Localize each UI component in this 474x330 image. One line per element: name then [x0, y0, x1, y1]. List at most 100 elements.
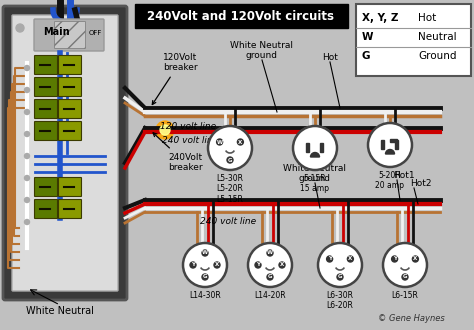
Text: L14-30R: L14-30R — [189, 291, 221, 300]
Bar — [391, 139, 398, 142]
Text: Main: Main — [43, 27, 70, 37]
Circle shape — [190, 262, 196, 268]
Circle shape — [25, 176, 29, 181]
Circle shape — [208, 126, 252, 170]
Text: G: G — [403, 275, 407, 280]
Circle shape — [279, 262, 285, 268]
Circle shape — [227, 157, 233, 163]
Text: Hot2: Hot2 — [410, 179, 431, 188]
Text: G: G — [338, 275, 342, 280]
Circle shape — [25, 87, 29, 92]
FancyBboxPatch shape — [12, 15, 118, 291]
Text: L5-30R
L5-20R
L5-15R: L5-30R L5-20R L5-15R — [217, 174, 244, 204]
FancyBboxPatch shape — [55, 21, 85, 49]
Circle shape — [217, 139, 223, 145]
Circle shape — [255, 262, 261, 268]
Text: 240Volt
breaker: 240Volt breaker — [153, 133, 202, 172]
Text: Y: Y — [392, 256, 397, 261]
Bar — [307, 143, 310, 151]
Text: Ground: Ground — [418, 51, 456, 61]
FancyBboxPatch shape — [58, 78, 82, 96]
Text: W: W — [362, 32, 374, 42]
Circle shape — [412, 256, 419, 262]
Text: © Gene Haynes: © Gene Haynes — [378, 314, 445, 323]
Circle shape — [237, 139, 243, 145]
Text: X: X — [215, 262, 219, 268]
Text: L6-30R
L6-20R: L6-30R L6-20R — [327, 291, 354, 311]
Text: W: W — [267, 250, 273, 255]
Circle shape — [25, 219, 29, 224]
Text: Hot: Hot — [322, 53, 338, 62]
Circle shape — [392, 256, 398, 262]
FancyBboxPatch shape — [58, 178, 82, 196]
Circle shape — [368, 123, 412, 167]
Circle shape — [183, 243, 227, 287]
Text: 240 volt line: 240 volt line — [200, 217, 256, 226]
Text: 5-15R
15 amp: 5-15R 15 amp — [301, 174, 329, 193]
Text: Neutral: Neutral — [418, 32, 456, 42]
FancyBboxPatch shape — [35, 178, 57, 196]
FancyBboxPatch shape — [356, 4, 471, 76]
FancyBboxPatch shape — [58, 100, 82, 118]
Text: Y: Y — [191, 262, 195, 268]
Wedge shape — [310, 152, 319, 157]
FancyBboxPatch shape — [135, 4, 348, 28]
Circle shape — [318, 243, 362, 287]
Text: White Neutral
ground: White Neutral ground — [283, 164, 346, 183]
FancyBboxPatch shape — [58, 121, 82, 141]
Circle shape — [202, 250, 208, 256]
Text: White Neutral: White Neutral — [26, 306, 94, 316]
Text: X: X — [413, 256, 418, 261]
Text: 5-20R
20 amp: 5-20R 20 amp — [375, 171, 404, 190]
Text: 240 volt line: 240 volt line — [162, 136, 218, 145]
Bar — [395, 140, 399, 148]
Circle shape — [25, 153, 29, 158]
Text: W: W — [217, 140, 223, 145]
Circle shape — [337, 274, 343, 280]
Text: X, Y, Z: X, Y, Z — [362, 13, 399, 23]
Wedge shape — [385, 149, 394, 154]
Text: X: X — [348, 256, 353, 261]
Circle shape — [267, 274, 273, 280]
Text: OFF: OFF — [89, 30, 102, 36]
Circle shape — [293, 126, 337, 170]
FancyBboxPatch shape — [35, 100, 57, 118]
Circle shape — [156, 121, 174, 139]
FancyBboxPatch shape — [35, 121, 57, 141]
Circle shape — [25, 131, 29, 137]
Text: L14-20R: L14-20R — [254, 291, 286, 300]
Circle shape — [160, 125, 170, 135]
Text: Y: Y — [256, 262, 260, 268]
Circle shape — [202, 274, 208, 280]
Circle shape — [214, 262, 220, 268]
FancyBboxPatch shape — [35, 55, 57, 75]
Circle shape — [25, 197, 29, 203]
Circle shape — [16, 24, 24, 32]
FancyBboxPatch shape — [35, 200, 57, 218]
Circle shape — [267, 250, 273, 256]
Circle shape — [25, 110, 29, 115]
FancyBboxPatch shape — [58, 200, 82, 218]
Text: Y: Y — [328, 256, 332, 261]
Text: L6-15R: L6-15R — [392, 291, 419, 300]
FancyBboxPatch shape — [35, 78, 57, 96]
Circle shape — [327, 256, 333, 262]
Text: G: G — [268, 275, 272, 280]
Bar — [320, 143, 323, 151]
Text: G: G — [362, 51, 371, 61]
Text: Hot: Hot — [418, 13, 436, 23]
Text: X: X — [238, 140, 243, 145]
Text: 120Volt
breaker: 120Volt breaker — [152, 52, 197, 105]
Text: W: W — [202, 250, 208, 255]
FancyBboxPatch shape — [34, 19, 104, 51]
Circle shape — [383, 243, 427, 287]
FancyBboxPatch shape — [58, 55, 82, 75]
Circle shape — [248, 243, 292, 287]
Text: 240Volt and 120Volt circuits: 240Volt and 120Volt circuits — [147, 10, 335, 22]
Text: 120 volt line: 120 volt line — [160, 122, 216, 131]
Circle shape — [347, 256, 354, 262]
Text: X: X — [280, 262, 284, 268]
Text: G: G — [228, 157, 232, 162]
Bar — [382, 140, 384, 148]
Text: G: G — [203, 275, 207, 280]
